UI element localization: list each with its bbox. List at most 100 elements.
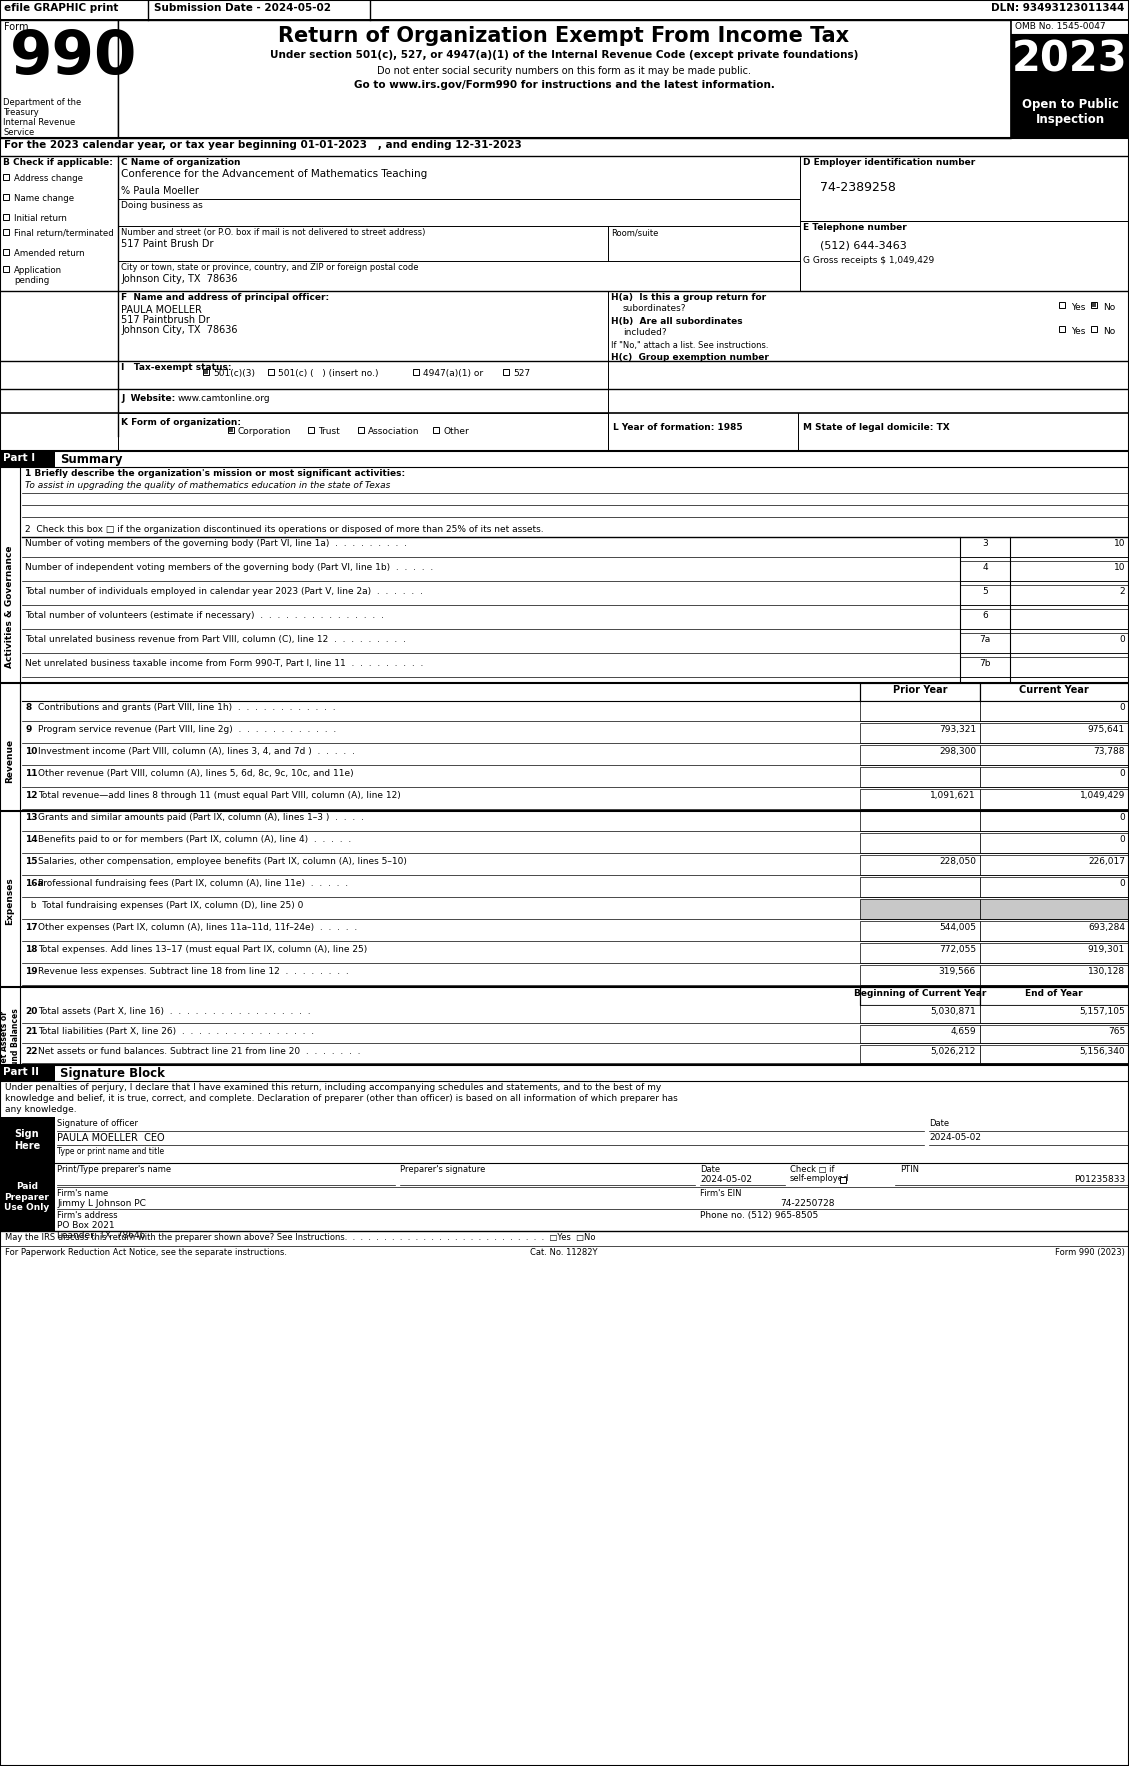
- Text: Application
pending: Application pending: [14, 267, 62, 286]
- Bar: [119, 19, 1010, 138]
- Bar: [434, 427, 439, 433]
- Text: Grants and similar amounts paid (Part IX, column (A), lines 1–3 )  .  .  .  .: Grants and similar amounts paid (Part IX…: [38, 812, 364, 821]
- Text: 1,091,621: 1,091,621: [930, 791, 975, 800]
- Text: 298,300: 298,300: [939, 747, 975, 756]
- Bar: [860, 745, 980, 765]
- Text: Doing business as: Doing business as: [121, 201, 203, 210]
- Text: J  Website:: J Website:: [121, 394, 175, 403]
- Text: Current Year: Current Year: [1019, 685, 1088, 696]
- Bar: [980, 987, 1129, 1005]
- Bar: [980, 899, 1129, 918]
- Bar: [860, 987, 980, 1005]
- Text: 8: 8: [25, 703, 32, 712]
- Bar: [980, 855, 1129, 874]
- Text: Department of the: Department of the: [3, 97, 81, 108]
- Bar: [860, 722, 980, 743]
- Bar: [1010, 562, 1129, 581]
- Bar: [980, 878, 1129, 897]
- Bar: [228, 427, 234, 433]
- Bar: [0, 19, 119, 138]
- Text: Part II: Part II: [3, 1067, 40, 1077]
- Text: 2023: 2023: [1012, 39, 1128, 79]
- Bar: [960, 632, 1010, 653]
- Text: Under section 501(c), 527, or 4947(a)(1) of the Internal Revenue Code (except pr: Under section 501(c), 527, or 4947(a)(1)…: [270, 49, 858, 60]
- Bar: [860, 1005, 980, 1023]
- Text: % Paula Moeller: % Paula Moeller: [121, 185, 199, 196]
- Bar: [860, 943, 980, 962]
- Text: G Gross receipts $ 1,049,429: G Gross receipts $ 1,049,429: [803, 256, 935, 265]
- Text: Number of independent voting members of the governing body (Part VI, line 1b)  .: Number of independent voting members of …: [25, 563, 434, 572]
- Text: PTIN: PTIN: [900, 1166, 919, 1174]
- Text: Firm's name: Firm's name: [56, 1189, 108, 1197]
- Text: 1 Briefly describe the organization's mission or most significant activities:: 1 Briefly describe the organization's mi…: [25, 470, 405, 479]
- Text: 4947(a)(1) or: 4947(a)(1) or: [423, 369, 483, 378]
- Text: Professional fundraising fees (Part IX, column (A), line 11e)  .  .  .  .  .: Professional fundraising fees (Part IX, …: [38, 879, 348, 888]
- Text: 15: 15: [25, 857, 37, 865]
- Text: 975,641: 975,641: [1088, 726, 1124, 735]
- Text: Expenses: Expenses: [6, 878, 15, 925]
- Text: Signature Block: Signature Block: [60, 1067, 165, 1081]
- Text: Corporation: Corporation: [238, 427, 291, 436]
- Text: 7b: 7b: [979, 659, 991, 668]
- Text: b  Total fundraising expenses (Part IX, column (D), line 25) 0: b Total fundraising expenses (Part IX, c…: [25, 901, 304, 909]
- Text: 21: 21: [25, 1028, 37, 1037]
- Text: 5,026,212: 5,026,212: [930, 1047, 975, 1056]
- Text: Association: Association: [368, 427, 420, 436]
- Text: 765: 765: [1108, 1028, 1124, 1037]
- Text: Initial return: Initial return: [14, 214, 67, 223]
- Text: Return of Organization Exempt From Income Tax: Return of Organization Exempt From Incom…: [279, 26, 849, 46]
- Text: Trust: Trust: [318, 427, 340, 436]
- Text: 517 Paintbrush Dr: 517 Paintbrush Dr: [121, 314, 210, 325]
- Bar: [960, 657, 1010, 676]
- Text: Paid
Preparer
Use Only: Paid Preparer Use Only: [5, 1181, 50, 1211]
- Text: Investment income (Part VIII, column (A), lines 3, 4, and 7d )  .  .  .  .  .: Investment income (Part VIII, column (A)…: [38, 747, 355, 756]
- Text: Total expenses. Add lines 13–17 (must equal Part IX, column (A), line 25): Total expenses. Add lines 13–17 (must eq…: [38, 945, 367, 954]
- Text: For the 2023 calendar year, or tax year beginning 01-01-2023   , and ending 12-3: For the 2023 calendar year, or tax year …: [5, 140, 522, 150]
- Text: Final return/terminated: Final return/terminated: [14, 230, 114, 238]
- Text: 10: 10: [25, 747, 37, 756]
- Bar: [960, 562, 1010, 581]
- Bar: [860, 834, 980, 853]
- Bar: [3, 249, 9, 254]
- Bar: [1010, 609, 1129, 629]
- Text: Yes: Yes: [1071, 327, 1085, 336]
- Text: Summary: Summary: [60, 454, 123, 466]
- Text: 3: 3: [982, 539, 988, 547]
- Text: PO Box 2021: PO Box 2021: [56, 1220, 115, 1229]
- Text: Revenue less expenses. Subtract line 18 from line 12  .  .  .  .  .  .  .  .: Revenue less expenses. Subtract line 18 …: [38, 968, 349, 977]
- Text: 4: 4: [982, 563, 988, 572]
- Bar: [3, 214, 9, 221]
- Bar: [980, 789, 1129, 809]
- Text: DLN: 93493123011344: DLN: 93493123011344: [990, 4, 1124, 12]
- Text: 0: 0: [1119, 879, 1124, 888]
- Text: Print/Type preparer's name: Print/Type preparer's name: [56, 1166, 172, 1174]
- Bar: [980, 1005, 1129, 1023]
- Bar: [980, 811, 1129, 832]
- Text: 1,049,429: 1,049,429: [1079, 791, 1124, 800]
- Bar: [0, 1118, 55, 1164]
- Text: Other expenses (Part IX, column (A), lines 11a–11d, 11f–24e)  .  .  .  .  .: Other expenses (Part IX, column (A), lin…: [38, 924, 357, 932]
- Bar: [3, 267, 9, 272]
- Bar: [980, 1045, 1129, 1063]
- Text: 13: 13: [25, 812, 37, 821]
- Bar: [1010, 19, 1129, 138]
- Bar: [229, 427, 233, 433]
- Text: 74-2250728: 74-2250728: [780, 1199, 834, 1208]
- Text: Check □ if: Check □ if: [790, 1166, 834, 1174]
- Text: H(b)  Are all subordinates: H(b) Are all subordinates: [611, 318, 743, 327]
- Text: Conference for the Advancement of Mathematics Teaching: Conference for the Advancement of Mathem…: [121, 170, 427, 178]
- Text: No: No: [1103, 304, 1115, 313]
- Text: No: No: [1103, 327, 1115, 336]
- Text: Salaries, other compensation, employee benefits (Part IX, column (A), lines 5–10: Salaries, other compensation, employee b…: [38, 857, 406, 865]
- Bar: [980, 834, 1129, 853]
- Bar: [1010, 537, 1129, 556]
- Bar: [860, 878, 980, 897]
- Text: Contributions and grants (Part VIII, line 1h)  .  .  .  .  .  .  .  .  .  .  .  : Contributions and grants (Part VIII, lin…: [38, 703, 335, 712]
- Text: (512) 644-3463: (512) 644-3463: [820, 240, 907, 251]
- Bar: [413, 369, 419, 374]
- Text: D Employer identification number: D Employer identification number: [803, 157, 975, 168]
- Text: Number and street (or P.O. box if mail is not delivered to street address): Number and street (or P.O. box if mail i…: [121, 228, 426, 237]
- Bar: [204, 371, 208, 374]
- Text: To assist in upgrading the quality of mathematics education in the state of Texa: To assist in upgrading the quality of ma…: [25, 480, 391, 489]
- Text: Activities & Governance: Activities & Governance: [6, 546, 15, 668]
